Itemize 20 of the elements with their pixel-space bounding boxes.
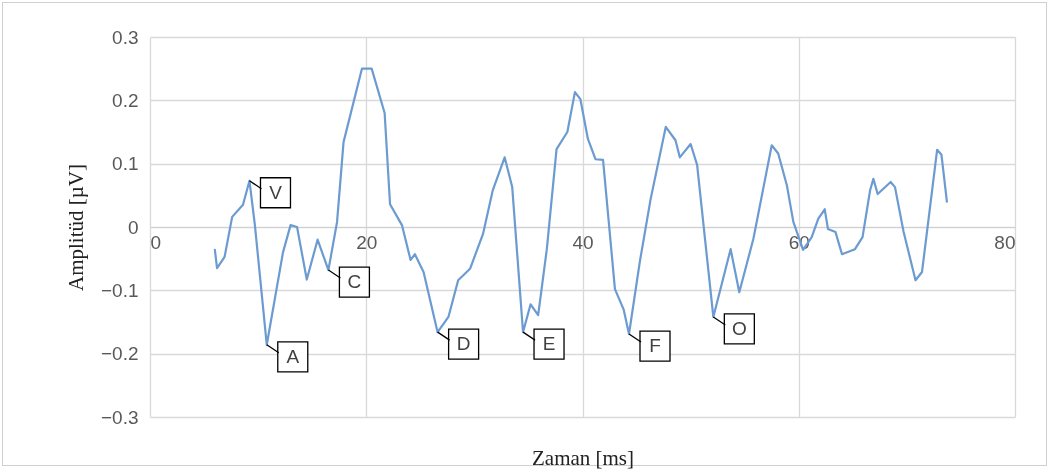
- y-tick-label: 0: [127, 216, 139, 238]
- x-tick-label: 20: [356, 231, 378, 253]
- annotation: C: [347, 271, 362, 293]
- x-axis-title: Zaman [ms]: [531, 445, 635, 470]
- annotation: D: [456, 333, 471, 355]
- y-tick-label: −0.2: [100, 343, 139, 365]
- y-tick-label: −0.3: [100, 406, 139, 428]
- y-tick-label: 0.2: [112, 89, 139, 111]
- annotation: F: [649, 335, 661, 357]
- annotation: O: [731, 317, 747, 339]
- y-tick-label: 0.1: [112, 153, 139, 175]
- annotation: A: [286, 345, 300, 367]
- x-tick-label: 0: [150, 231, 162, 253]
- x-tick-label: 80: [994, 231, 1016, 253]
- y-tick-label: 0.3: [112, 26, 139, 48]
- y-axis-title: Amplitüd [µV]: [63, 163, 88, 292]
- annotation: V: [269, 181, 283, 203]
- annotation: E: [542, 333, 556, 355]
- x-tick-label: 40: [572, 231, 594, 253]
- y-tick-label: −0.1: [100, 279, 139, 301]
